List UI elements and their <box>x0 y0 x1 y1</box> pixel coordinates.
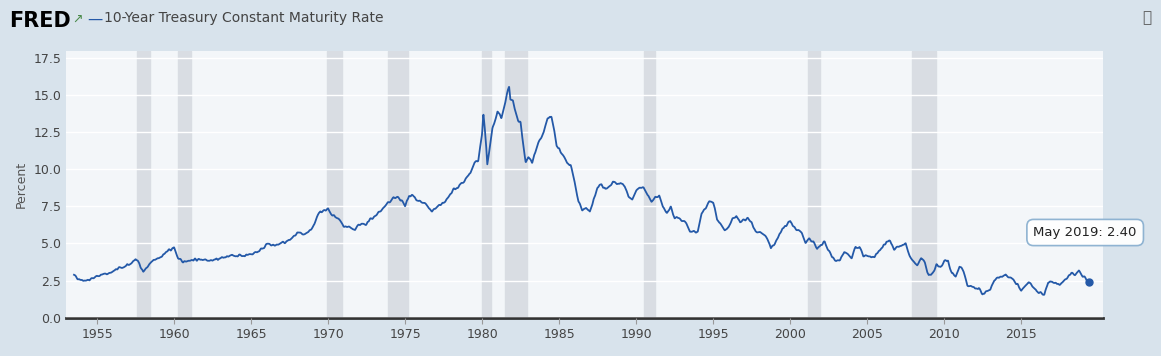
Y-axis label: Percent: Percent <box>15 161 28 208</box>
Bar <box>505 51 527 318</box>
Bar <box>644 51 656 318</box>
Bar <box>389 51 408 318</box>
Text: May 2019: 2.40: May 2019: 2.40 <box>1033 226 1137 239</box>
Text: —: — <box>87 11 102 26</box>
Bar <box>808 51 820 318</box>
Bar <box>137 51 150 318</box>
Bar <box>178 51 190 318</box>
Text: FRED: FRED <box>9 11 71 31</box>
Bar <box>913 51 937 318</box>
Bar <box>327 51 342 318</box>
Text: ⤢: ⤢ <box>1142 10 1152 25</box>
Text: ↗: ↗ <box>72 12 82 26</box>
Bar <box>482 51 491 318</box>
Text: 10-Year Treasury Constant Maturity Rate: 10-Year Treasury Constant Maturity Rate <box>104 11 384 25</box>
